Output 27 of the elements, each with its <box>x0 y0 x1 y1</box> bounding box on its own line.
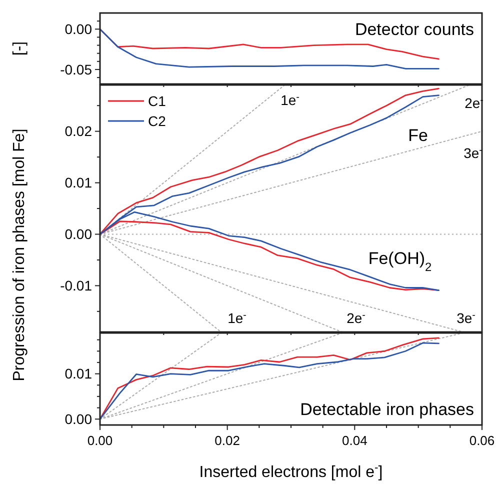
x-tick-label: 0.00 <box>87 433 113 448</box>
y-axis-title: Progression of iron phases [mol Fe] <box>11 128 28 382</box>
x-tick-label: 0.04 <box>342 433 368 448</box>
x-axis-title: Inserted electrons [mol e$^{-}$] <box>199 462 383 481</box>
y-tick-label: 0.01 <box>64 366 92 382</box>
text: Detectable iron phases <box>300 400 474 419</box>
annotation: 2e$^{-}$ <box>464 94 484 111</box>
legend-label: C2 <box>148 112 166 129</box>
annotation: 2e$^{-}$ <box>346 309 366 326</box>
annotation: 1e$^{-}$ <box>228 309 246 326</box>
legend-label: C1 <box>148 92 166 109</box>
y-tick-label: 0.00 <box>64 411 92 428</box>
annotation: Fe(OH)$_{2}$ <box>368 248 432 274</box>
x-tick-label: 0.06 <box>469 433 495 448</box>
y-tick-label: 0.01 <box>64 174 92 191</box>
chart-title: Detector counts <box>354 20 474 39</box>
y-tick-label: -0.05 <box>60 61 92 78</box>
x-tick-label: 0.02 <box>214 433 240 448</box>
y-tick-label: 0.00 <box>64 226 92 242</box>
y-axis-title: [-] <box>11 41 28 56</box>
annotation: 3e$^{-}$ <box>464 144 482 161</box>
annotation: 3e$^{-}$ <box>456 309 476 326</box>
y-tick-label: 0.00 <box>64 21 92 38</box>
annotation: Fe <box>408 126 428 145</box>
annotation: 1e$^{-}$ <box>280 91 300 108</box>
y-tick-label: -0.01 <box>60 278 92 294</box>
y-tick-label: 0.02 <box>64 123 92 140</box>
